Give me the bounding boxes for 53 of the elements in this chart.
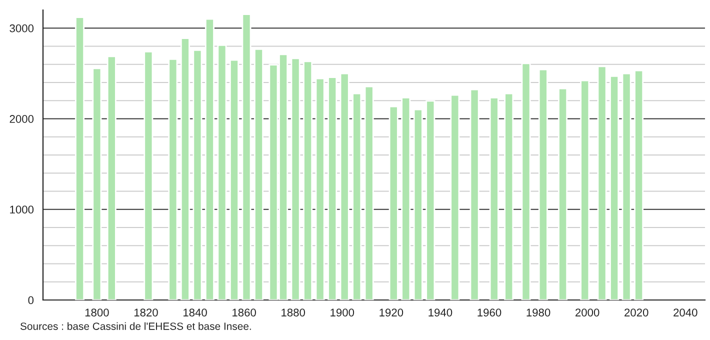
bar: [610, 75, 620, 300]
bar: [413, 108, 423, 300]
x-tick-label: 1980: [526, 308, 550, 316]
bar: [450, 94, 460, 300]
bar: [242, 14, 252, 300]
bar: [352, 92, 362, 300]
bar: [217, 44, 227, 300]
bar: [340, 72, 350, 300]
bar: [580, 80, 590, 300]
x-tick-label: 1960: [478, 308, 502, 316]
bar: [521, 62, 531, 300]
bar: [92, 68, 102, 300]
bar: [470, 88, 480, 300]
bar: [168, 58, 178, 300]
bar: [254, 48, 264, 300]
y-tick-label: 3000: [10, 24, 34, 32]
bar: [204, 18, 214, 300]
x-tick-label: 1860: [232, 308, 256, 316]
bar: [315, 78, 325, 300]
bar: [504, 92, 514, 300]
bar: [230, 59, 239, 300]
bar: [192, 49, 202, 300]
x-tick-label: 1920: [380, 308, 404, 316]
bar: [622, 72, 632, 300]
source-note: Sources : base Cassini de l'EHESS et base Insee.: [20, 322, 251, 330]
x-tick-label: 1840: [184, 308, 207, 316]
bar: [75, 16, 85, 300]
x-tick-label: 2020: [624, 308, 648, 316]
x-tick-label: 2000: [576, 308, 600, 316]
bar: [328, 76, 338, 300]
bar: [558, 88, 568, 300]
x-tick-label: 1880: [282, 308, 306, 316]
bar: [634, 70, 644, 300]
bar: [597, 66, 607, 300]
bar: [426, 100, 436, 300]
x-tick-label: 2040: [674, 308, 698, 316]
x-tick-label: 1940: [428, 308, 452, 316]
bar: [303, 60, 313, 300]
bar: [180, 38, 190, 300]
bar: [401, 96, 411, 300]
y-tick-label: 0: [28, 296, 34, 304]
x-tick-label: 1900: [330, 308, 354, 316]
y-tick-label: 2000: [10, 115, 34, 123]
bar: [538, 68, 548, 300]
bar: [364, 86, 374, 300]
x-tick-label: 1800: [85, 308, 109, 316]
x-tick-label: 1820: [134, 308, 158, 316]
bar: [144, 50, 154, 300]
bar: [489, 96, 499, 300]
bar: [290, 58, 300, 300]
bar: [388, 106, 398, 300]
bar: [106, 56, 116, 300]
y-tick-label: 1000: [10, 206, 34, 214]
